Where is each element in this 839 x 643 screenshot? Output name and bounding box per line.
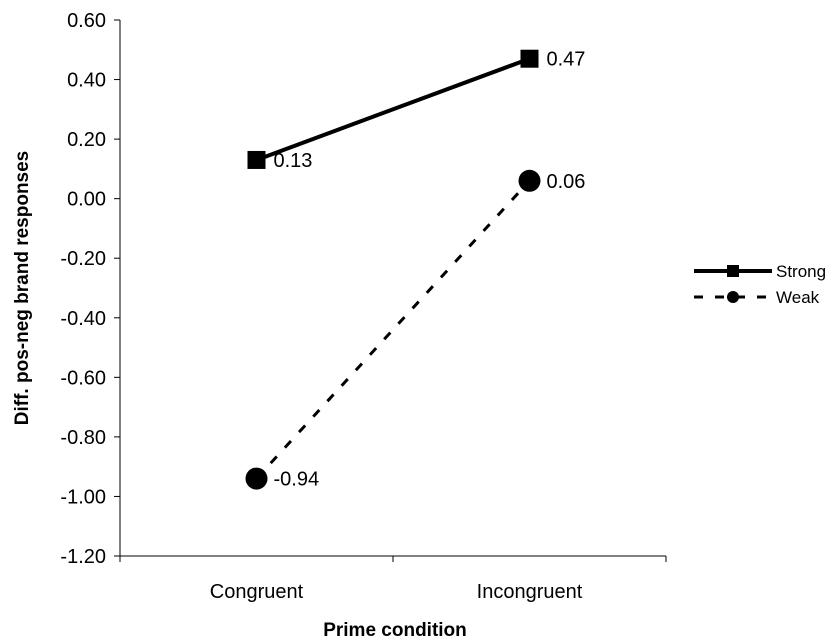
y-tick-label: -0.80: [60, 427, 106, 449]
series-line-weak: [255, 179, 531, 480]
legend-label-weak: Weak: [776, 288, 820, 307]
y-axis-title: Diff. pos-neg brand responses: [12, 151, 33, 425]
y-tick-label: 0.20: [67, 129, 106, 151]
data-label-strong: 0.13: [274, 150, 313, 172]
series-layer: 0.13 0.47 -0.94 0.06: [245, 49, 586, 491]
data-point-weak: [518, 169, 541, 192]
data-label-weak: 0.06: [547, 171, 586, 193]
x-tick-label: Congruent: [210, 581, 304, 603]
y-tick-label: -1.20: [60, 546, 106, 568]
data-point-strong: [520, 49, 539, 68]
x-axis-title: Prime condition: [323, 620, 467, 641]
y-tick-label: -0.40: [60, 308, 106, 330]
axes: 0.60 0.40 0.20 0.00 -0.20 -0.40 -0.60 -0.80 -1.0…: [60, 10, 667, 603]
data-label-weak: -0.94: [274, 469, 320, 491]
legend-marker-weak: [727, 291, 739, 303]
legend: Strong Weak: [694, 262, 826, 307]
y-tick-label: 0.00: [67, 189, 106, 211]
y-tick-label: -0.20: [60, 248, 106, 270]
y-tick-label: -1.00: [60, 486, 106, 508]
data-point-weak: [245, 467, 268, 490]
data-point-strong: [247, 150, 266, 169]
y-tick-label: -0.60: [60, 367, 106, 389]
series-line-strong: [255, 56, 531, 162]
data-label-strong: 0.47: [547, 49, 586, 71]
legend-label-strong: Strong: [776, 262, 826, 281]
legend-marker-strong: [727, 265, 739, 277]
x-tick-label: Incongruent: [477, 581, 583, 603]
y-tick-label: 0.60: [67, 10, 106, 32]
y-tick-label: 0.40: [67, 70, 106, 92]
